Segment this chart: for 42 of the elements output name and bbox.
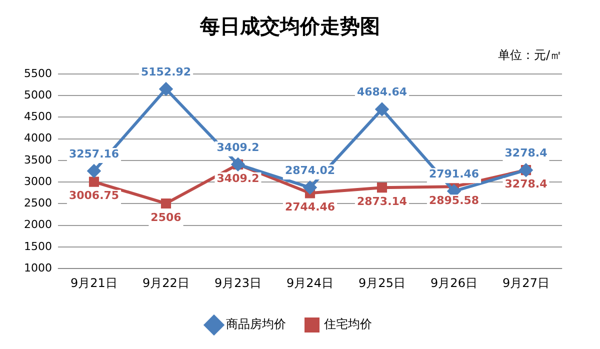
point <box>159 82 172 96</box>
data-label: 2873.14 <box>356 194 408 208</box>
y-tick-label: 1500 <box>24 240 52 253</box>
data-label: 3278.4 <box>504 177 548 190</box>
data-label: 2744.46 <box>284 200 336 214</box>
data-label: 5152.92 <box>140 65 192 78</box>
data-label: 3006.75 <box>68 189 120 202</box>
point <box>376 102 388 116</box>
x-tick-label: 9月22日 <box>142 276 190 290</box>
legend-label: 住宅均价 <box>323 317 372 332</box>
point <box>88 176 100 187</box>
point <box>376 182 388 193</box>
x-tick-label: 9月25日 <box>358 276 406 290</box>
data-label: 3409.2 <box>216 172 260 185</box>
x-tick-label: 9月23日 <box>214 276 262 290</box>
data-label: 3257.16 <box>68 147 120 160</box>
x-tick-label: 9月26日 <box>430 276 478 290</box>
chart-title: 每日成交均价走势图 <box>199 14 380 38</box>
y-tick-label: 4500 <box>24 110 52 124</box>
data-label: 2506 <box>150 210 182 224</box>
point <box>303 181 316 194</box>
legend-label: 商品房均价 <box>226 317 286 332</box>
y-tick-label: 5000 <box>24 88 52 102</box>
y-tick-label: 2000 <box>24 218 52 232</box>
data-label: 2874.02 <box>284 164 336 177</box>
x-tick-label: 9月24日 <box>286 276 334 290</box>
y-tick-label: 1000 <box>24 261 52 274</box>
data-label: 2791.46 <box>428 167 480 180</box>
y-tick-label: 5500 <box>24 66 52 80</box>
point <box>87 164 100 178</box>
data-label: 3278.4 <box>504 146 548 160</box>
y-tick-label: 2500 <box>24 196 52 210</box>
data-label: 3409.2 <box>216 140 260 154</box>
point <box>160 198 172 209</box>
data-label: 4684.64 <box>356 86 408 99</box>
y-tick-label: 3000 <box>24 174 52 188</box>
y-tick-label: 4000 <box>24 132 52 145</box>
x-tick-label: 9月21日 <box>70 276 118 290</box>
y-tick-label: 3500 <box>24 153 52 166</box>
text: 单位：元/㎡ <box>498 48 562 62</box>
x-tick-label: 9月27日 <box>502 276 550 290</box>
data-label: 2895.58 <box>428 194 480 207</box>
